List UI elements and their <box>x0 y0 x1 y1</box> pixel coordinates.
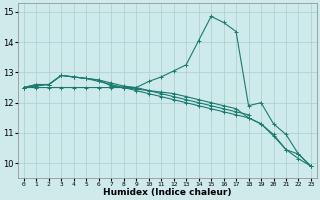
X-axis label: Humidex (Indice chaleur): Humidex (Indice chaleur) <box>103 188 232 197</box>
